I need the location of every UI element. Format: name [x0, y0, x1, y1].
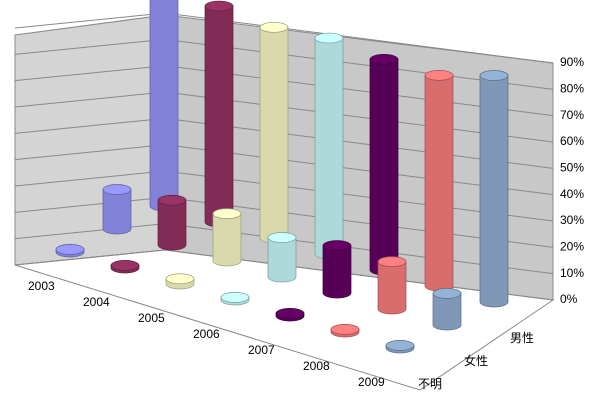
- grid-line: [14, 144, 166, 161]
- grid-line: [14, 38, 166, 55]
- bar-top: [212, 208, 242, 219]
- bar: [377, 261, 407, 315]
- bar-top: [102, 184, 132, 195]
- bar-top: [220, 292, 250, 303]
- grid-line: [14, 12, 166, 29]
- grid-line: [14, 196, 166, 213]
- y-tick-label: 80%: [560, 82, 584, 96]
- bar-top: [479, 70, 509, 81]
- y-tick-label: 70%: [560, 108, 584, 122]
- y-tick-label: 0%: [560, 292, 578, 306]
- bar-top: [275, 308, 305, 319]
- x-tick-label: 2004: [83, 295, 110, 309]
- x-tick-label: 2003: [28, 279, 55, 293]
- bar-top: [55, 244, 85, 255]
- bar: [322, 245, 352, 299]
- grid-line: [14, 249, 166, 266]
- grid-line: [14, 223, 166, 240]
- bar: [157, 199, 187, 251]
- bar-top: [385, 340, 415, 351]
- y-tick-label: 20%: [560, 240, 584, 254]
- y-tick-label: 90%: [560, 55, 584, 69]
- bar-top: [377, 256, 407, 267]
- bar-top: [369, 53, 399, 65]
- grid-line: [14, 170, 166, 187]
- series-label: 女性: [464, 353, 488, 368]
- bar-top: [165, 273, 195, 285]
- x-tick-label: 2005: [138, 311, 165, 325]
- bar: [369, 58, 399, 276]
- grid-line: [14, 65, 166, 82]
- x-tick-label: 2009: [358, 375, 385, 389]
- bar: [424, 74, 454, 292]
- y-tick-label: 50%: [560, 161, 584, 175]
- bar: [212, 213, 242, 267]
- bar-top: [267, 232, 297, 243]
- y-tick-label: 30%: [560, 213, 584, 227]
- bar-top: [330, 324, 360, 335]
- bar-top: [110, 260, 140, 271]
- bar-top: [322, 240, 352, 251]
- bar: [259, 26, 289, 244]
- x-tick-label: 2006: [193, 327, 220, 341]
- x-tick-label: 2008: [303, 359, 330, 373]
- y-tick-label: 40%: [560, 187, 584, 201]
- grid-line: [14, 91, 166, 108]
- bar-top: [314, 32, 344, 44]
- bar: [314, 37, 344, 260]
- y-tick-label: 10%: [560, 266, 584, 280]
- bar: [102, 189, 132, 235]
- y-tick-label: 60%: [560, 134, 584, 148]
- series-label: 不明: [418, 377, 442, 391]
- bar-top: [259, 21, 289, 33]
- x-tick-label: 2007: [248, 343, 275, 357]
- series-label: 男性: [510, 331, 534, 345]
- bar: [479, 75, 509, 308]
- bar: [267, 237, 297, 283]
- bar-top: [204, 0, 234, 12]
- bar-top: [432, 288, 462, 299]
- bar: [204, 5, 234, 228]
- bar: [149, 0, 179, 212]
- bar-top: [157, 194, 187, 206]
- bar: [432, 293, 462, 331]
- bar-top: [424, 69, 454, 81]
- grid-line: [14, 117, 166, 134]
